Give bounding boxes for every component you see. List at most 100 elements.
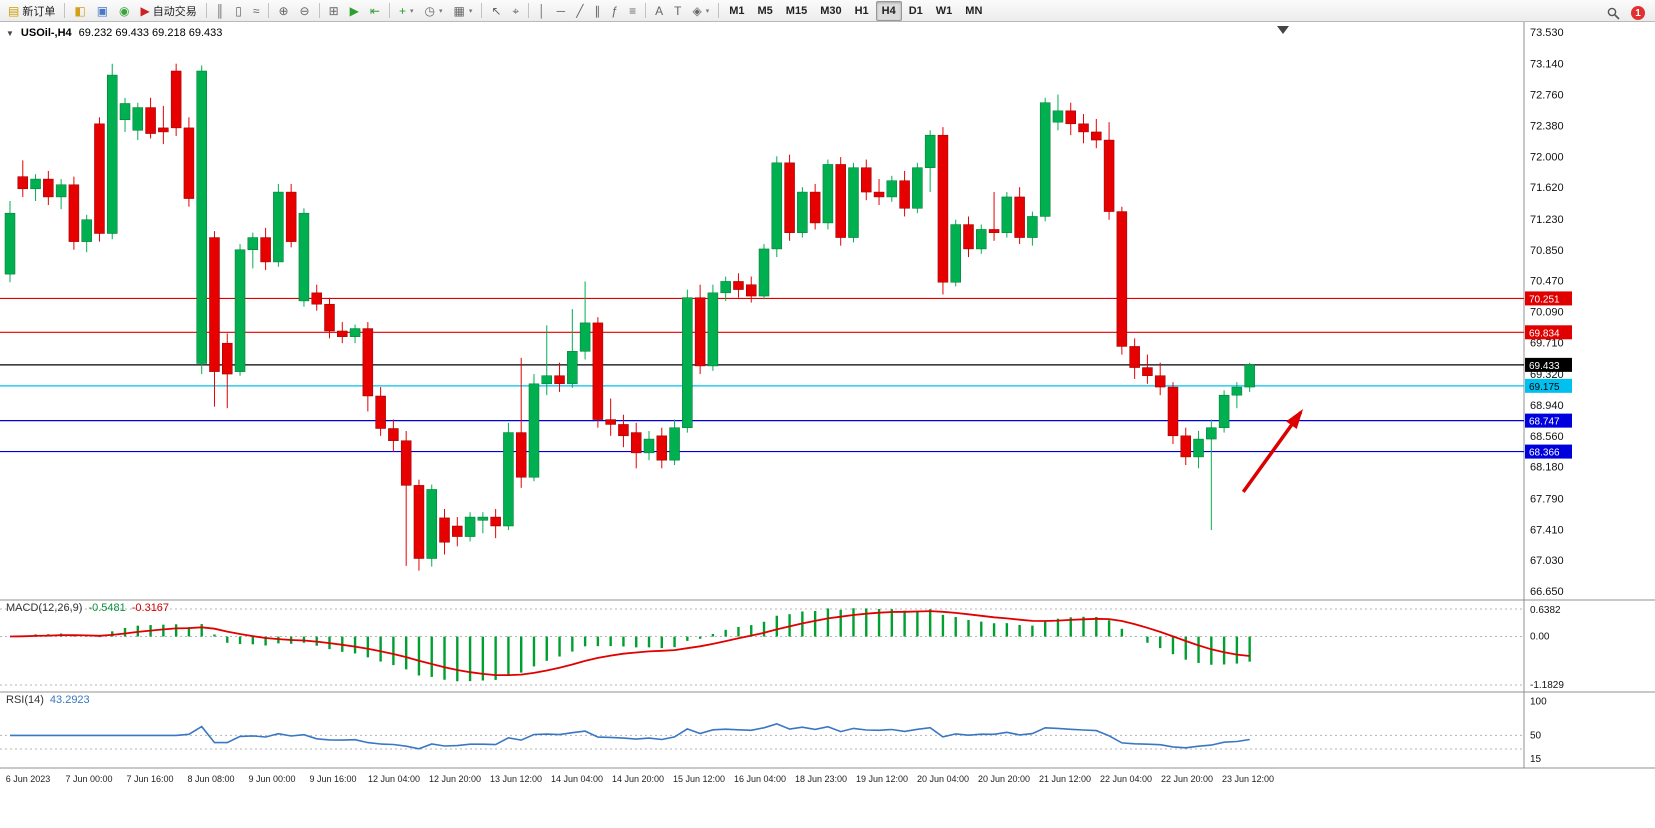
chart-canvas[interactable]: 73.530 73.140 72.760 72.380 72.000 71.620 71.2… — [0, 22, 1655, 828]
candle-body — [1142, 367, 1153, 376]
vertical-line-button[interactable]: │ — [533, 1, 551, 21]
candle-body — [234, 249, 246, 372]
horizontal-line-icon: ─ — [556, 3, 566, 18]
zoom-out-button[interactable]: ⊖ — [295, 1, 315, 21]
tf-d1-button[interactable]: D1 — [903, 1, 929, 21]
trend-arrow-annotation[interactable] — [1241, 411, 1303, 493]
time-axis-label: 9 Jun 00:00 — [248, 774, 295, 784]
line-chart-icon: ≈ — [252, 3, 260, 18]
text-button[interactable]: A — [650, 1, 668, 21]
auto-trading-button[interactable]: ▶ 自动交易 — [136, 1, 202, 21]
tf-m15-button-label: M15 — [785, 4, 808, 17]
price-axis-label: 70.850 — [1530, 245, 1564, 257]
candle-body — [298, 212, 310, 302]
data-window-button[interactable]: ▣ — [92, 1, 113, 21]
toolbar-separator — [481, 3, 483, 18]
toolbar-separator — [528, 3, 530, 18]
auto-trading-button-label: 自动交易 — [152, 5, 197, 18]
channel-button[interactable]: ∥ — [589, 1, 605, 21]
tf-h1-button[interactable]: H1 — [849, 1, 875, 21]
chart-symbol-info: ▼ USOil-,H4 69.232 69.433 69.218 69.433 — [6, 27, 222, 39]
tf-m5-button[interactable]: M5 — [752, 1, 779, 21]
market-watch-button[interactable]: ◧ — [69, 1, 90, 21]
line-chart-button[interactable]: ≈ — [248, 1, 265, 21]
price-level-label-box — [1525, 378, 1572, 393]
horizontal-line-button[interactable]: ─ — [552, 1, 571, 21]
tf-h4-button[interactable]: H4 — [875, 0, 902, 21]
zoom-in-button[interactable]: ⊕ — [273, 1, 293, 21]
indicators-button[interactable]: + ▾ — [394, 1, 419, 21]
objects-button[interactable]: ≡ — [624, 1, 641, 21]
candle-body — [1193, 438, 1204, 458]
price-level-label: 69.834 — [1529, 328, 1560, 339]
search-button[interactable] — [1602, 3, 1625, 23]
price-axis-label: 68.180 — [1530, 462, 1564, 474]
chart-shift-button[interactable]: ⇤ — [365, 1, 385, 21]
candle-body — [630, 432, 642, 454]
candle-body — [873, 191, 885, 198]
tile-windows-button[interactable]: ⊞ — [324, 1, 344, 21]
candle-body — [439, 517, 450, 543]
zoom-out-icon: ⊖ — [299, 3, 310, 18]
text-label-button[interactable]: T — [669, 1, 686, 21]
price-level-label: 70.251 — [1529, 294, 1560, 305]
bar-chart-button[interactable]: ║ — [211, 1, 230, 21]
periods-icon: ◷ — [424, 3, 435, 18]
price-level-label-box — [1525, 325, 1572, 340]
candle-body — [515, 432, 527, 478]
candle-body — [106, 74, 118, 234]
tf-m30-button[interactable]: M30 — [814, 1, 847, 21]
toolbar-separator — [318, 3, 320, 18]
auto-scroll-button[interactable]: ▶ — [345, 1, 364, 21]
candle-body — [362, 328, 374, 397]
candle-body — [158, 127, 169, 133]
cursor-button[interactable]: ↖ — [486, 1, 506, 21]
time-axis-label: 14 Jun 04:00 — [551, 774, 603, 784]
new-order-button[interactable]: ▤ 新订单 — [3, 1, 60, 21]
candle-body — [503, 432, 514, 527]
tf-m1-button[interactable]: M1 — [723, 1, 750, 21]
candle-body — [988, 229, 1000, 233]
crosshair-button[interactable]: ⌖ — [507, 1, 524, 21]
candle-body — [119, 103, 131, 120]
fibonacci-icon: ƒ — [611, 3, 619, 18]
navigator-button[interactable]: ◉ — [114, 1, 134, 21]
notification-badge[interactable]: 1 — [1631, 6, 1645, 20]
tf-m15-button[interactable]: M15 — [780, 1, 813, 21]
tf-mn-button[interactable]: MN — [959, 1, 988, 21]
candle-body — [656, 435, 668, 461]
candle-body — [311, 292, 322, 305]
candlestick-chart-button[interactable]: ▯ — [230, 1, 247, 21]
candle-body — [68, 184, 80, 242]
chart-window[interactable]: 73.530 73.140 72.760 72.380 72.000 71.620 71.2… — [0, 22, 1655, 828]
candle-body — [554, 375, 565, 385]
rsi-indicator-label: RSI(14) 43.2923 — [6, 694, 90, 706]
templates-button[interactable]: ▦ ▾ — [448, 1, 477, 21]
price-level-label: 69.433 — [1529, 361, 1560, 372]
trendline-icon: ╱ — [576, 3, 584, 18]
candle-body — [1039, 102, 1051, 217]
candle-body — [1103, 139, 1115, 212]
candle-body — [963, 224, 974, 250]
chart-shift-marker[interactable] — [1277, 26, 1289, 34]
ohlc-values: 69.232 69.433 69.218 69.433 — [78, 27, 223, 39]
fibonacci-button[interactable]: ƒ — [606, 1, 623, 21]
toolbar-separator — [268, 3, 270, 18]
one-click-trading-toggle[interactable]: ▼ — [6, 28, 14, 38]
periods-button[interactable]: ◷ ▾ — [419, 1, 447, 21]
time-axis-label: 9 Jun 16:00 — [309, 774, 356, 784]
candle-body — [1091, 131, 1102, 141]
time-axis-label: 13 Jun 12:00 — [490, 774, 542, 784]
tf-w1-button[interactable]: W1 — [930, 1, 959, 21]
time-axis-label: 18 Jun 23:00 — [795, 774, 847, 784]
candle-body — [349, 328, 361, 337]
symbol-label: USOil-,H4 — [20, 27, 72, 39]
auto-scroll-icon: ▶ — [349, 3, 359, 18]
time-axis-label: 22 Jun 04:00 — [1100, 774, 1152, 784]
candle-body — [1206, 427, 1217, 440]
time-axis-label: 16 Jun 04:00 — [734, 774, 786, 784]
candle-body — [400, 440, 412, 486]
arrows-button[interactable]: ◈ ▾ — [687, 1, 714, 21]
trendline-button[interactable]: ╱ — [571, 1, 588, 21]
candle-body — [771, 162, 783, 250]
